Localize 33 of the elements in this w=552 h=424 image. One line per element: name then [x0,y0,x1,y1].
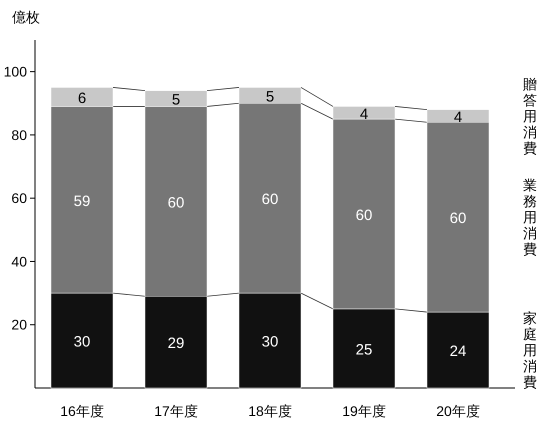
x-tick-label: 16年度 [60,403,104,419]
data-label: 29 [168,335,184,352]
y-tick-label: 40 [11,253,28,270]
data-label: 4 [454,108,462,126]
data-label: 30 [74,334,90,351]
bar [238,103,302,294]
bar [332,118,396,310]
data-label: 6 [78,90,86,107]
bar [426,122,490,312]
y-tick-label: 100 [4,64,28,80]
data-label: 5 [172,92,180,109]
贈答用消費: 6 5 5 4 4 [50,87,490,126]
bar [50,106,114,294]
data-label: 30 [262,334,278,351]
x-tick-label: 18年度 [248,403,292,419]
x-tick-label: 20年度 [436,403,480,419]
data-label: 5 [266,88,274,106]
data-label: 24 [450,343,466,360]
x-tick-label: 17年度 [154,403,198,419]
data-label: 59 [74,192,90,210]
data-label: 60 [356,207,372,224]
data-label: 60 [262,191,278,208]
data-label: 60 [450,210,466,228]
data-label: 25 [356,341,372,358]
data-label: 4 [360,106,368,123]
y-tick-label: 20 [11,316,28,333]
y-tick-label: 80 [11,126,28,143]
y-tick-label: 60 [11,190,28,206]
家庭用消費: 30 29 30 25 24 [50,292,490,388]
data-label: 60 [168,194,184,212]
y-axis-title: 億枚 [12,9,40,25]
x-tick-label: 19年度 [342,403,386,419]
bar [144,106,208,297]
